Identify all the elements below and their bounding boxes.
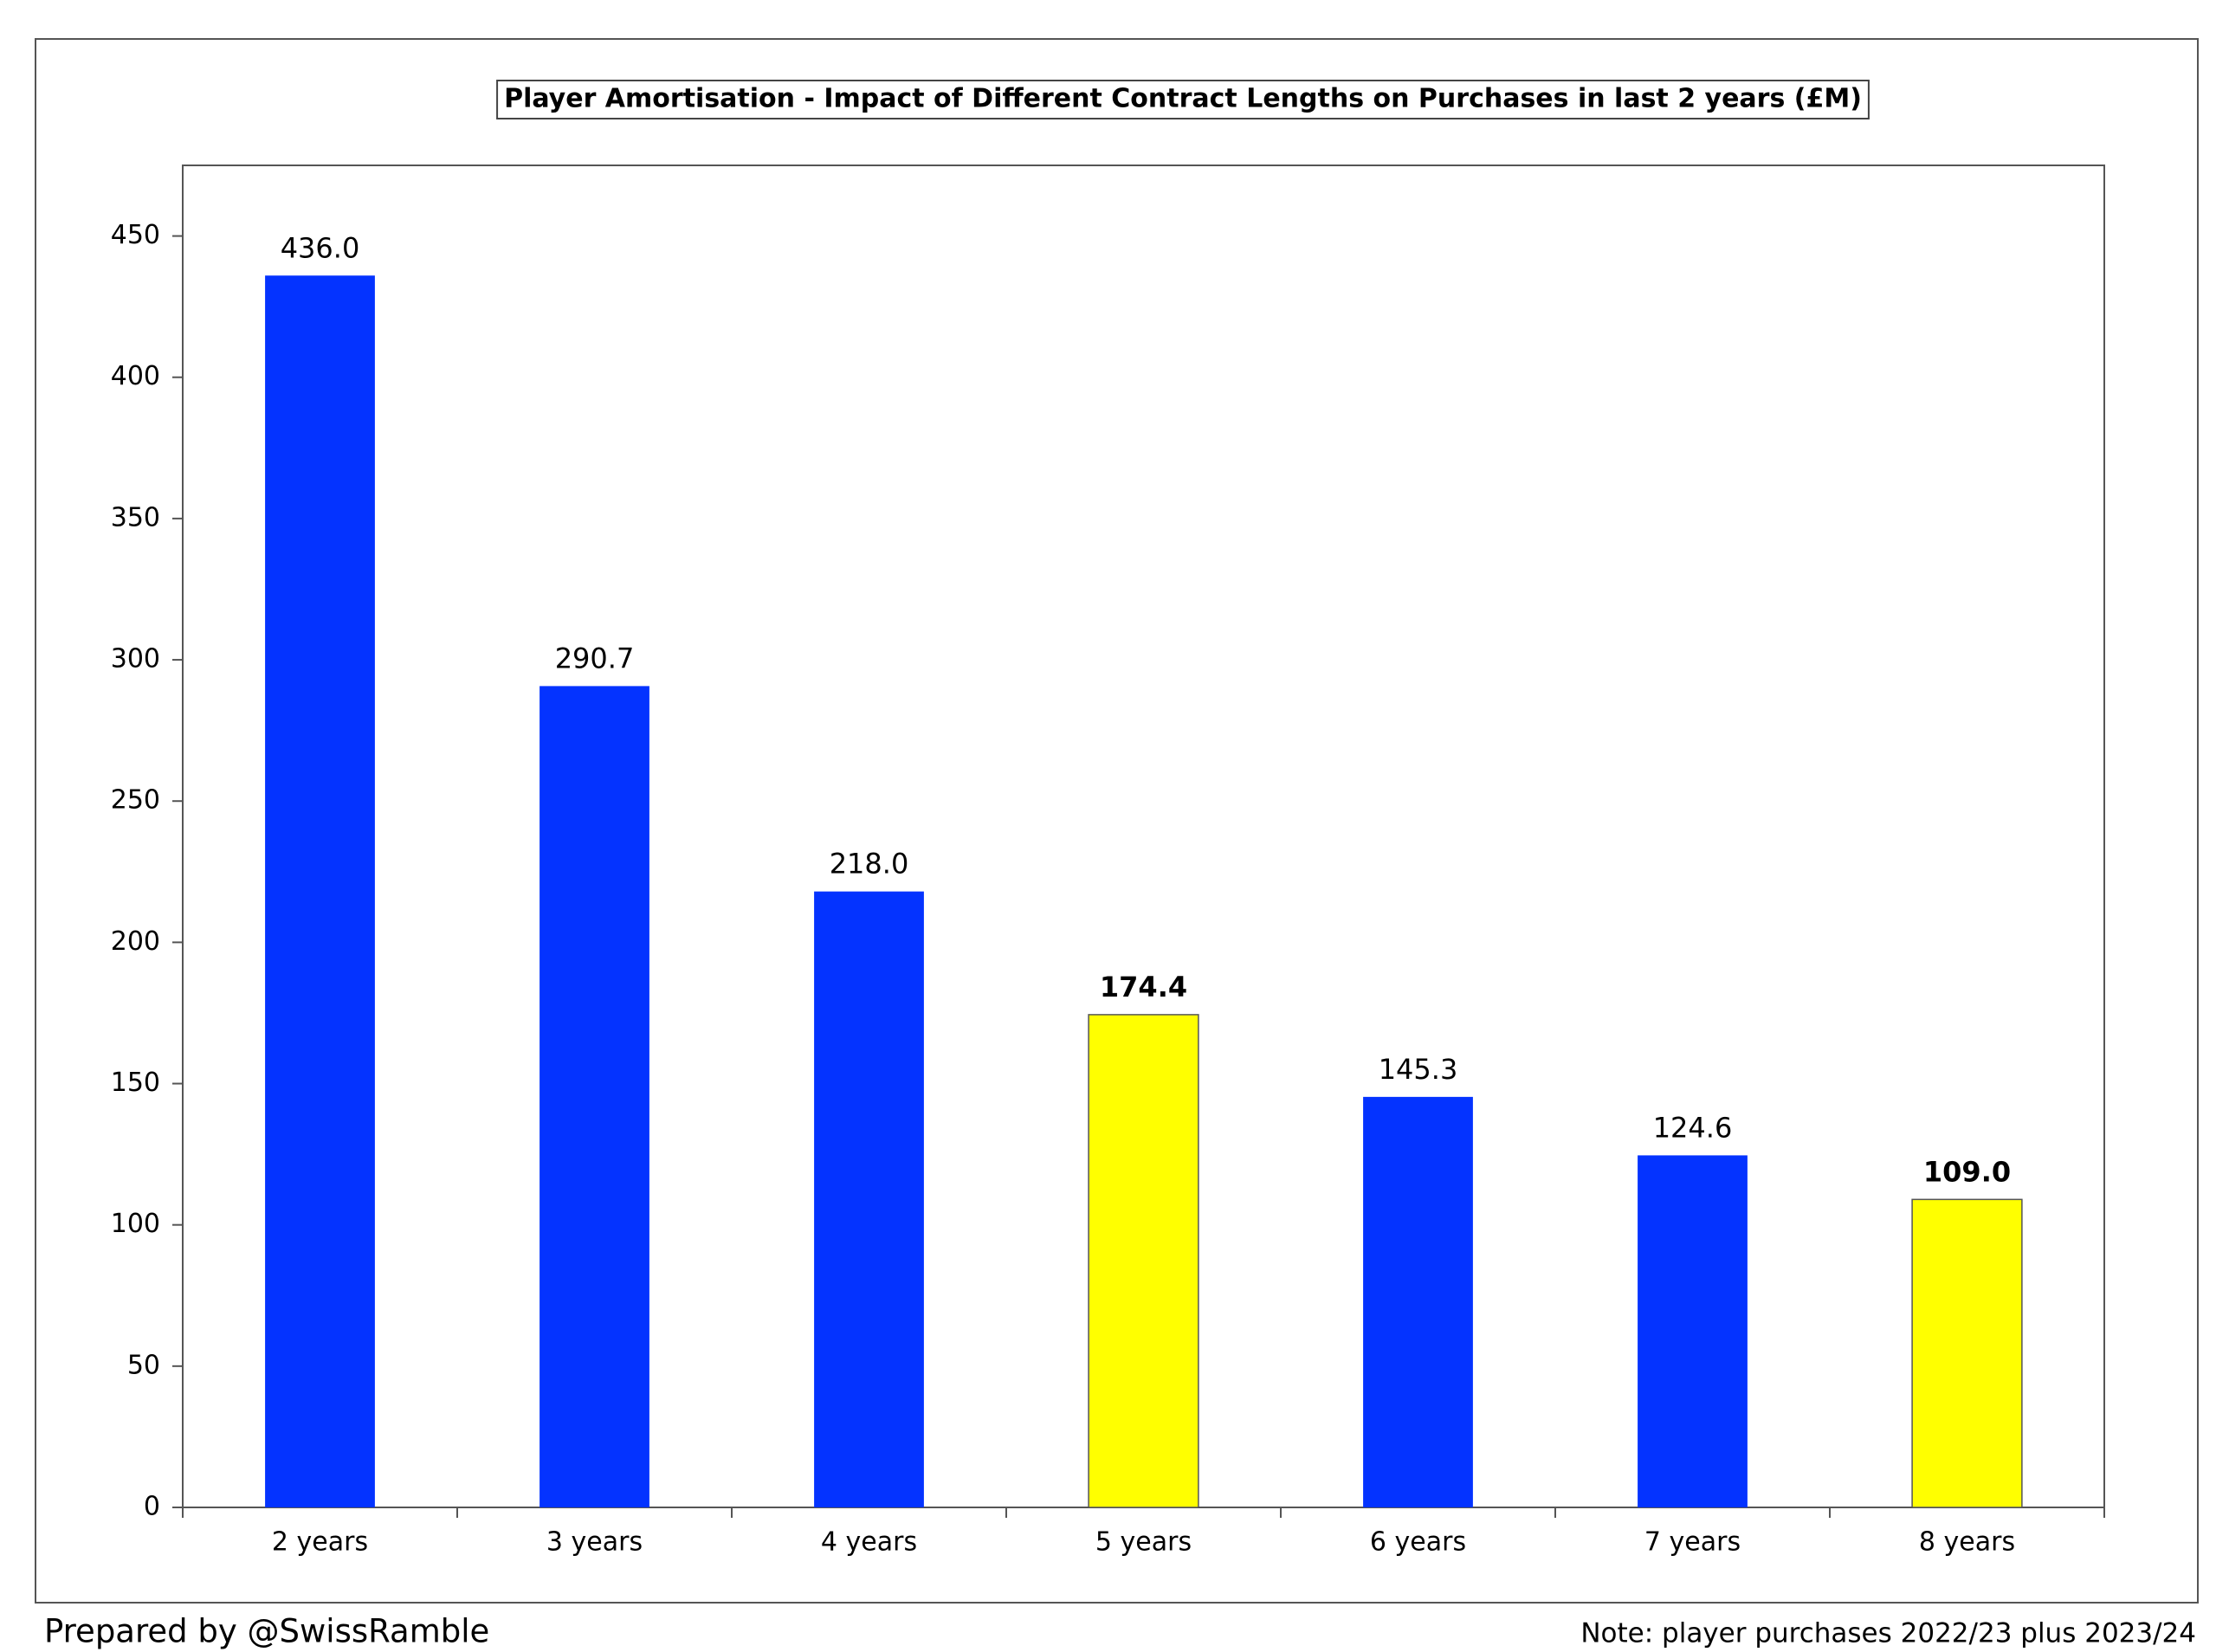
- title-box: [496, 80, 1870, 119]
- footer-right: Note: player purchases 2022/23 plus 2023…: [1580, 1618, 2196, 1649]
- footer-left: Prepared by @SwissRamble: [44, 1613, 489, 1650]
- bar: [265, 275, 375, 1507]
- x-tick-label: 3 years: [546, 1527, 643, 1558]
- y-tick-label: 300: [111, 644, 160, 674]
- y-tick-label: 0: [144, 1492, 160, 1522]
- value-label: 124.6: [1653, 1111, 1733, 1144]
- y-tick-label: 200: [111, 926, 160, 957]
- bar: [1638, 1155, 1748, 1507]
- chart-title: Player Amortisation - Impact of Differen…: [504, 84, 1862, 114]
- value-label: 145.3: [1379, 1053, 1458, 1086]
- bar: [1363, 1096, 1473, 1507]
- y-tick-label: 350: [111, 502, 160, 532]
- bar: [814, 891, 924, 1507]
- x-tick-label: 2 years: [272, 1527, 368, 1558]
- bar: [1088, 1014, 1199, 1508]
- y-tick-label: 250: [111, 785, 160, 816]
- x-tick-label: 7 years: [1644, 1527, 1741, 1558]
- value-label: 218.0: [830, 848, 909, 881]
- y-tick-label: 400: [111, 361, 160, 391]
- x-tick-label: 4 years: [821, 1527, 917, 1558]
- value-label: 290.7: [555, 642, 635, 674]
- x-tick-label: 8 years: [1919, 1527, 2015, 1558]
- plot-area: [182, 165, 2105, 1508]
- y-tick-label: 450: [111, 220, 160, 250]
- y-tick-label: 100: [111, 1209, 160, 1239]
- y-tick-label: 150: [111, 1068, 160, 1098]
- x-tick-label: 5 years: [1095, 1527, 1192, 1558]
- value-label: 436.0: [281, 231, 360, 264]
- bar: [1911, 1198, 2023, 1508]
- value-label: 109.0: [1923, 1155, 2011, 1188]
- bar: [539, 686, 649, 1507]
- y-tick-label: 50: [127, 1350, 160, 1380]
- x-tick-label: 6 years: [1370, 1527, 1466, 1558]
- value-label: 174.4: [1100, 971, 1187, 1003]
